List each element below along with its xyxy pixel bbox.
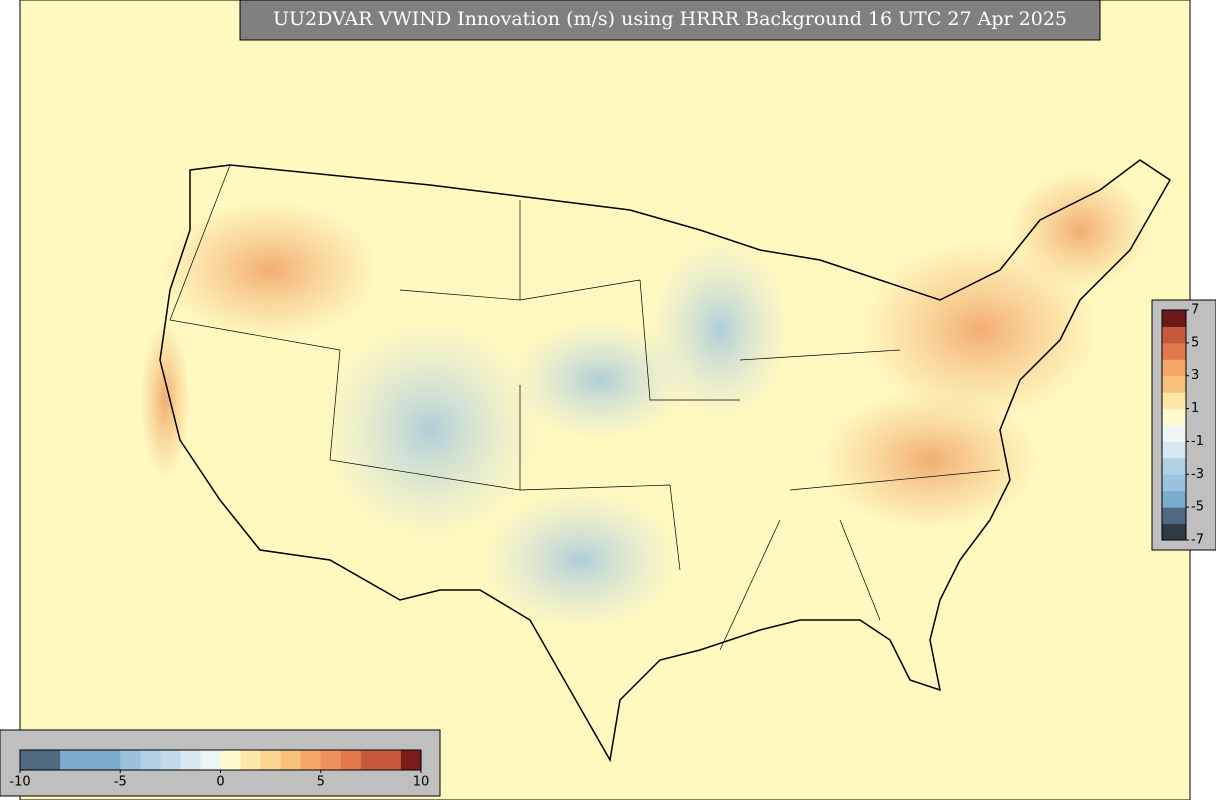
colorbar-tick-label: -5 — [1191, 500, 1204, 515]
colorbar-swatch — [400, 750, 422, 770]
colorbar-bottom: -10 -5 0 5 10 — [0, 729, 441, 797]
colorbar-swatch — [1162, 310, 1186, 327]
colorbar-swatch — [1162, 342, 1186, 360]
colorbar-tick-label: 5 — [317, 775, 325, 790]
colorbar-swatch — [280, 750, 302, 770]
colorbar-tick-label: 1 — [1191, 401, 1199, 416]
colorbar-swatch — [100, 750, 121, 770]
colorbar-swatch — [20, 750, 41, 770]
colorbar-swatch — [1162, 408, 1186, 426]
colorbar-swatch — [1162, 441, 1186, 459]
colorbar-swatch — [140, 750, 161, 770]
colorbar-swatch — [1162, 474, 1186, 492]
colorbar-tick-label: -7 — [1191, 533, 1204, 548]
colorbar-tick-label: -1 — [1191, 434, 1204, 449]
colorbar-tick-label: -10 — [9, 775, 30, 790]
colorbar-tick-label: 10 — [413, 775, 430, 790]
colorbar-swatch — [1162, 375, 1186, 393]
colorbar-swatch — [1162, 523, 1186, 541]
colorbar-swatch — [1162, 490, 1186, 508]
colorbar-frame — [1161, 309, 1187, 541]
colorbar-swatch — [160, 750, 181, 770]
colorbar-tick-label: 3 — [1191, 368, 1199, 383]
colorbar-swatch — [380, 750, 402, 770]
colorbar-tick-label: 7 — [1191, 303, 1199, 318]
colorbar-swatch — [220, 750, 242, 770]
colorbar-swatch — [1162, 507, 1186, 525]
colorbar-tick-label: 5 — [1191, 335, 1199, 350]
colorbar-swatch — [320, 750, 342, 770]
colorbar-swatch — [260, 750, 282, 770]
colorbar-tick-label: -3 — [1191, 467, 1204, 482]
colorbar-swatch — [200, 750, 221, 770]
colorbar-tick-label: -5 — [114, 775, 127, 790]
colorbar-swatch — [360, 750, 382, 770]
colorbar-swatch — [40, 750, 61, 770]
colorbar-swatch — [1162, 326, 1186, 344]
colorbar-swatch — [1162, 392, 1186, 410]
colorbar-swatch — [1162, 425, 1186, 442]
title: UU2DVAR VWIND Innovation (m/s) using HRR… — [273, 8, 1067, 30]
colorbar-swatch — [240, 750, 262, 770]
colorbar-swatch — [340, 750, 362, 770]
colorbar-swatch — [1162, 457, 1186, 475]
colorbar-tick-label: 0 — [216, 775, 224, 790]
colorbar-swatch — [60, 750, 81, 770]
colorbar-swatch — [120, 750, 141, 770]
colorbar-swatch — [80, 750, 101, 770]
colorbar-swatch — [300, 750, 322, 770]
colorbar-swatch — [180, 750, 201, 770]
title-box: UU2DVAR VWIND Innovation (m/s) using HRR… — [239, 0, 1101, 41]
colorbar-swatch — [1162, 359, 1186, 377]
colorbar-right: 7 5 3 1 -1 -3 -5 -7 — [1151, 299, 1216, 551]
